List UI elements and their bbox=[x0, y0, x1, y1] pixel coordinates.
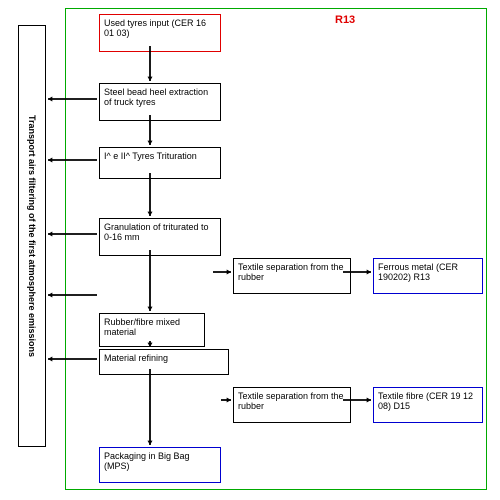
sidebar-emissions: Transport airs filtering of the first at… bbox=[18, 25, 46, 447]
node-rubber-fibre: Rubber/fibre mixed material bbox=[99, 313, 205, 347]
node-packaging: Packaging in Big Bag (MPS) bbox=[99, 447, 221, 483]
node-textile-sep-2: Textile separation from the rubber bbox=[233, 387, 351, 423]
sidebar-label: Transport airs filtering of the first at… bbox=[27, 115, 37, 357]
node-used-tyres-input: Used tyres input (CER 16 01 03) bbox=[99, 14, 221, 52]
node-ferrous-metal: Ferrous metal (CER 190202) R13 bbox=[373, 258, 483, 294]
node-granulation: Granulation of triturated to 0-16 mm bbox=[99, 218, 221, 256]
node-textile-fibre: Textile fibre (CER 19 12 08) D15 bbox=[373, 387, 483, 423]
frame-tag: R13 bbox=[335, 14, 355, 26]
diagram-root: Transport airs filtering of the first at… bbox=[0, 0, 500, 500]
node-steel-bead: Steel bead heel extraction of truck tyre… bbox=[99, 83, 221, 121]
node-trituration: I^ e II^ Tyres Trituration bbox=[99, 147, 221, 179]
node-textile-sep-1: Textile separation from the rubber bbox=[233, 258, 351, 294]
node-material-refining: Material refining bbox=[99, 349, 229, 375]
